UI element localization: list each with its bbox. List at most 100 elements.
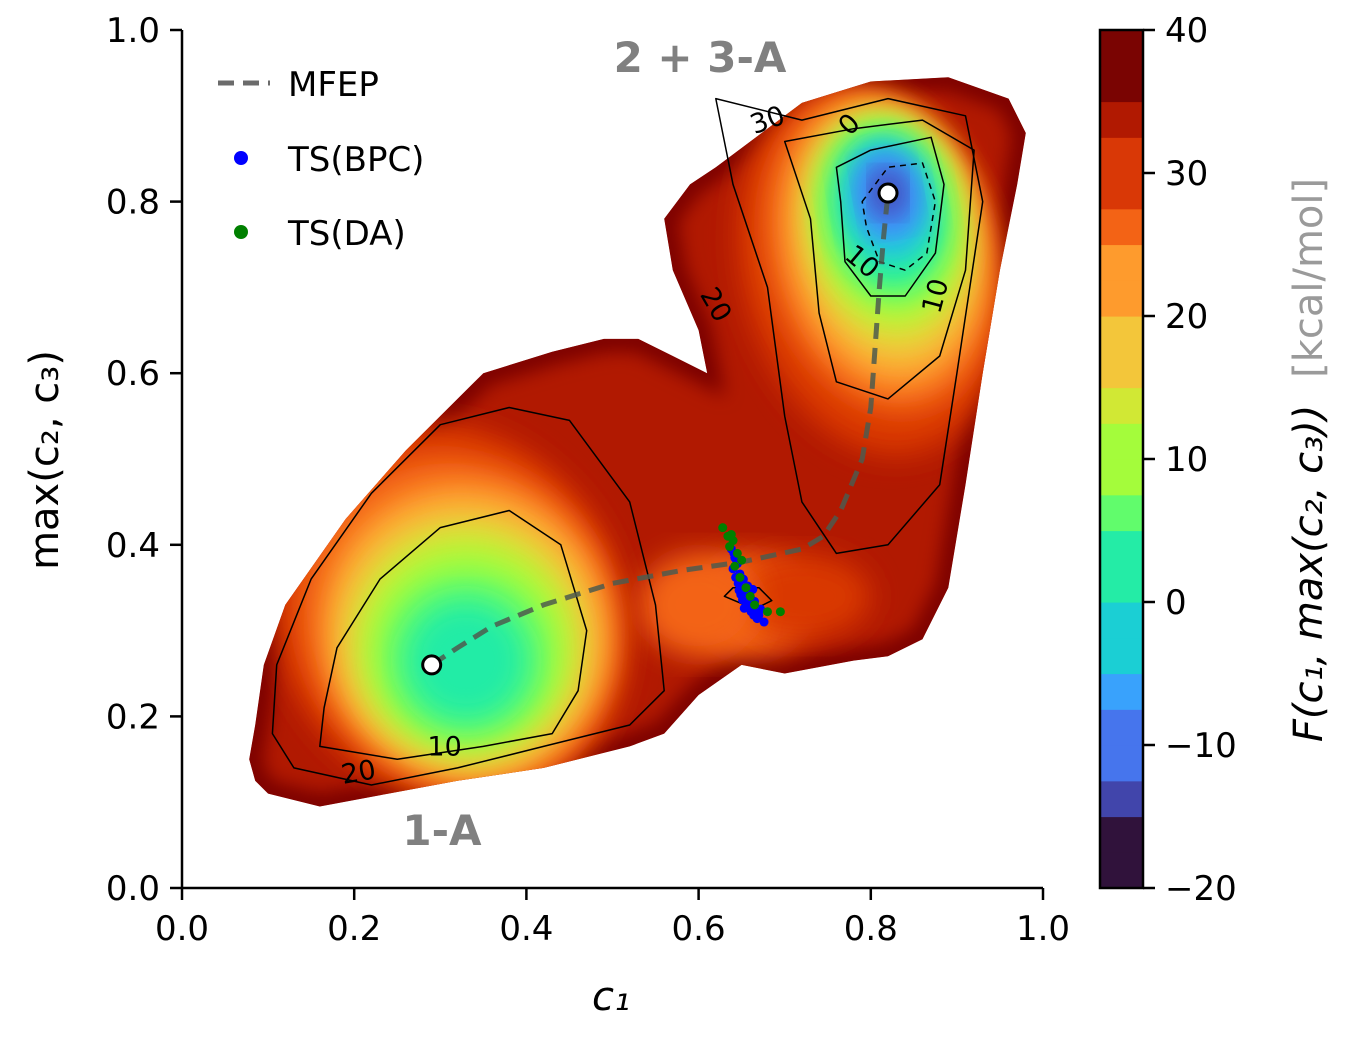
colorbar-segment bbox=[1100, 780, 1143, 818]
colorbar-label-unit: [kcal/mol] bbox=[1286, 178, 1332, 378]
colorbar-segment bbox=[1100, 387, 1143, 424]
free-energy-surface bbox=[249, 77, 1026, 807]
contour-line-2 bbox=[715, 97, 984, 555]
ts-bpc-point bbox=[738, 595, 748, 605]
ts-da-point bbox=[762, 607, 772, 617]
contour-label-text: 10 bbox=[427, 731, 461, 762]
fes-basin-reactant-level-7 bbox=[405, 600, 527, 721]
ts-da-point bbox=[745, 591, 755, 601]
ts-da-point bbox=[735, 572, 745, 582]
contour-line-0 bbox=[271, 406, 665, 786]
colorbar-segment bbox=[1100, 566, 1143, 603]
colorbar-segment bbox=[1100, 173, 1143, 210]
colorbar-segment bbox=[1100, 530, 1143, 567]
x-tick-label: 0.8 bbox=[844, 909, 898, 949]
contour-line-1 bbox=[319, 509, 588, 761]
minimum-marker bbox=[421, 654, 443, 676]
axes bbox=[180, 30, 1043, 890]
legend-ts-bpc-label: TS(BPC) bbox=[287, 140, 424, 180]
y-tick-label: 0.8 bbox=[106, 183, 160, 223]
ts-da-point bbox=[730, 561, 740, 571]
colorbar-tick-label: 40 bbox=[1165, 11, 1208, 51]
colorbar-segment bbox=[1100, 316, 1143, 353]
x-axis-label: c₁ bbox=[592, 974, 630, 1020]
ts-da-point bbox=[750, 600, 760, 610]
colorbar-tick-label: −10 bbox=[1165, 726, 1237, 766]
contour-line-5 bbox=[861, 162, 937, 271]
x-axis-ticks: 0.0 0.2 0.4 0.6 0.8 1.0 bbox=[155, 888, 1070, 949]
colorbar-segment bbox=[1100, 244, 1143, 281]
colorbar-segment bbox=[1100, 280, 1143, 317]
ts-da-point bbox=[725, 542, 735, 552]
y-tick-label: 0.2 bbox=[106, 697, 160, 737]
colorbar-tick-label: 30 bbox=[1165, 154, 1208, 194]
colorbar-segment bbox=[1100, 30, 1143, 67]
colorbar-segment bbox=[1100, 65, 1143, 103]
colorbar-segment bbox=[1100, 208, 1143, 246]
state-label-reactant: 1-A bbox=[402, 806, 482, 855]
ts-bpc-point bbox=[739, 603, 749, 613]
x-tick-label: 0.2 bbox=[327, 909, 381, 949]
colorbar-segment bbox=[1100, 351, 1143, 389]
contour-label-5: 10 bbox=[427, 731, 461, 762]
ts-da-point bbox=[741, 583, 751, 593]
colorbar-ticks: −20 −10 0 10 20 30 40 bbox=[1143, 11, 1237, 909]
fes-bridge-level-1 bbox=[733, 553, 871, 640]
y-axis-label: max(c₂, c₃) bbox=[22, 350, 68, 570]
colorbar-segment bbox=[1100, 745, 1143, 782]
ts-bpc-point bbox=[750, 607, 760, 617]
ts-bpc-point bbox=[748, 584, 758, 594]
colorbar-segment bbox=[1100, 673, 1143, 710]
legend-ts-da-marker bbox=[234, 225, 248, 239]
contour-lines bbox=[271, 97, 984, 786]
contour-line-3 bbox=[783, 119, 975, 400]
colorbar-segment bbox=[1100, 423, 1143, 460]
colorbar-segment bbox=[1100, 637, 1143, 675]
ts-da-points bbox=[718, 523, 785, 617]
colorbar-label-text: F(c₁, max(c₂, c₃)) bbox=[1286, 405, 1332, 743]
y-tick-label: 0.0 bbox=[106, 869, 160, 909]
legend-ts-da-label: TS(DA) bbox=[287, 214, 406, 254]
ts-da-point bbox=[726, 530, 736, 540]
minima-markers bbox=[421, 182, 899, 676]
x-tick-label: 1.0 bbox=[1016, 909, 1070, 949]
colorbar-segment bbox=[1100, 816, 1143, 853]
x-tick-label: 0.0 bbox=[155, 909, 209, 949]
colorbar-segment bbox=[1100, 852, 1143, 889]
ts-da-point bbox=[737, 555, 747, 565]
colorbar-segment bbox=[1100, 494, 1143, 532]
y-axis-ticks: 0.0 0.2 0.4 0.6 0.8 1.0 bbox=[106, 11, 182, 909]
colorbar-tick-label: −20 bbox=[1165, 869, 1237, 909]
legend-mfep-label: MFEP bbox=[288, 65, 379, 105]
colorbar-segment bbox=[1100, 459, 1143, 496]
y-tick-label: 1.0 bbox=[106, 11, 160, 51]
colorbar-segment bbox=[1100, 137, 1143, 174]
state-label-product: 2 + 3-A bbox=[614, 33, 787, 82]
x-tick-label: 0.4 bbox=[499, 909, 553, 949]
contour-label-text: 20 bbox=[339, 754, 378, 790]
legend: MFEP TS(BPC) TS(DA) bbox=[218, 65, 424, 254]
colorbar-segment bbox=[1100, 709, 1143, 746]
colorbar bbox=[1098, 28, 1145, 890]
y-tick-label: 0.6 bbox=[106, 354, 160, 394]
colorbar-segment bbox=[1100, 101, 1143, 138]
mfep-path bbox=[430, 192, 891, 667]
colorbar-tick-label: 20 bbox=[1165, 297, 1208, 337]
y-tick-label: 0.4 bbox=[106, 526, 160, 566]
fes-bridge-level-2 bbox=[638, 553, 759, 657]
ts-bpc-point bbox=[734, 585, 744, 595]
colorbar-tick-label: 10 bbox=[1165, 440, 1208, 480]
contour-line-4 bbox=[835, 136, 945, 297]
colorbar-label: F(c₁, max(c₂, c₃)) [kcal/mol] bbox=[1286, 178, 1332, 742]
ts-da-point bbox=[732, 548, 742, 558]
contour-label-6: 20 bbox=[339, 754, 378, 790]
x-tick-label: 0.6 bbox=[672, 909, 726, 949]
legend-ts-bpc-marker bbox=[234, 151, 248, 165]
minimum-marker bbox=[877, 182, 899, 204]
ts-da-point bbox=[775, 607, 785, 617]
colorbar-segment bbox=[1100, 602, 1143, 639]
colorbar-tick-label: 0 bbox=[1165, 583, 1187, 623]
ts-da-point bbox=[718, 523, 728, 533]
ts-bpc-point bbox=[759, 617, 769, 627]
